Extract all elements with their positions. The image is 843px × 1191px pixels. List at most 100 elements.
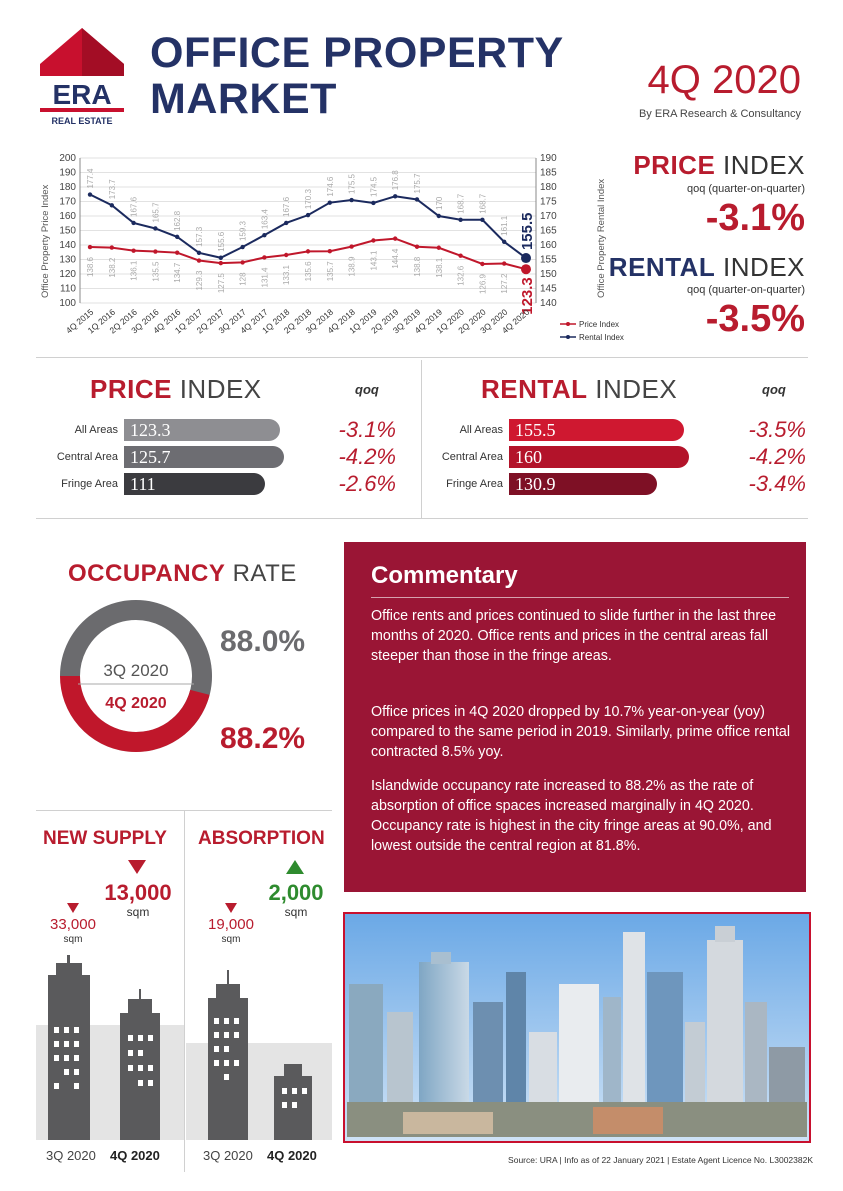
price-index-subtitle: qoq (quarter-on-quarter) [686, 183, 805, 195]
data-label: 170.3 [304, 189, 313, 210]
index-bar: 160 [509, 446, 690, 468]
data-label: 168.7 [478, 193, 487, 214]
data-label-highlight: 155.5 [519, 213, 536, 251]
divider [36, 518, 808, 519]
data-label: 133.1 [282, 264, 291, 285]
logo-subtext: REAL ESTATE [51, 116, 112, 126]
data-point [109, 203, 115, 208]
quarter-label: 4Q 2020 [647, 58, 801, 102]
data-point [131, 220, 136, 226]
y-tick-right: 145 [540, 284, 557, 295]
data-label: 127.5 [217, 273, 226, 294]
rental-index-subtitle: qoq (quarter-on-quarter) [686, 284, 805, 296]
data-label: 138.6 [86, 256, 95, 277]
data-point [153, 249, 158, 254]
data-label: 170 [435, 196, 444, 210]
data-label: 134.7 [173, 262, 182, 283]
rental-index-value: -3.5% [705, 298, 805, 340]
price-qoq-header: qoq [355, 382, 379, 397]
y-tick-left: 200 [59, 153, 76, 164]
data-point [175, 234, 180, 240]
up-arrow-icon [286, 860, 304, 874]
index-bar: 130.9 [509, 473, 657, 495]
data-label: 138.8 [413, 256, 422, 277]
data-label: 175.5 [348, 173, 357, 194]
data-point [349, 244, 354, 249]
occupancy-prev-label: 3Q 2020 [103, 661, 168, 680]
y-tick-right: 155 [540, 255, 557, 266]
occupancy-title: OCCUPANCY RATE [68, 560, 297, 587]
y-tick-left: 140 [59, 240, 76, 251]
absorption-curr-unit: sqm [284, 905, 308, 919]
data-point [436, 213, 441, 219]
data-point [305, 212, 311, 218]
rental-qoq-header: qoq [762, 382, 786, 397]
data-label: 174.6 [326, 176, 335, 197]
bar-label: All Areas [74, 424, 118, 436]
y-tick-left: 110 [60, 284, 76, 295]
y-tick-right: 175 [540, 197, 557, 208]
data-point [371, 200, 376, 206]
bar-label: All Areas [459, 424, 503, 436]
data-point [262, 232, 267, 238]
data-point [284, 252, 289, 258]
absorption-prev-unit: sqm [221, 934, 241, 945]
y-tick-right: 190 [540, 153, 557, 164]
data-label: 136.1 [130, 260, 139, 281]
data-label: 167.6 [282, 196, 291, 217]
data-point [458, 253, 463, 258]
data-point [502, 239, 507, 245]
y-axis-label-left: Office Property Price Index [40, 184, 51, 298]
data-point [109, 245, 115, 250]
data-point [393, 236, 398, 241]
y-tick-left: 170 [59, 197, 76, 208]
y-tick-right: 185 [540, 168, 557, 179]
y-tick-right: 140 [540, 298, 557, 309]
data-label-highlight: 123.3 [519, 277, 536, 315]
data-label: 174.5 [369, 176, 378, 197]
data-point [327, 249, 332, 254]
data-point [414, 244, 420, 249]
occupancy-curr-arc [60, 675, 210, 752]
index-line-chart: 100 110 120 130 140 150 160 170 180 190 200 140 145 1… [40, 153, 624, 342]
y-tick-left: 160 [59, 211, 76, 222]
y-axis-label-right: Office Property Rental Index [596, 179, 607, 298]
data-label: 165.7 [151, 202, 160, 223]
data-label: 129.3 [195, 270, 204, 291]
data-point [327, 200, 332, 205]
data-point [218, 255, 223, 260]
data-label: 138.9 [348, 256, 357, 277]
divider [184, 810, 185, 1172]
data-label: 159.3 [239, 220, 248, 241]
svg-text:ERA: ERA [52, 79, 111, 110]
absorption-prev-caption: 3Q 2020 [203, 1148, 253, 1163]
data-label: 127.2 [500, 273, 509, 294]
price-index-value: -3.1% [705, 197, 805, 239]
data-point [240, 244, 245, 250]
commentary-paragraph-1: Office rents and prices continued to sli… [371, 608, 777, 664]
data-label: 135.7 [326, 261, 335, 282]
era-logo: ERA REAL ESTATE [40, 24, 124, 128]
rental-bars-title: RENTAL INDEX [481, 374, 678, 404]
new-supply-curr-caption: 4Q 2020 [110, 1148, 160, 1163]
data-point [521, 253, 531, 264]
data-point [262, 255, 267, 260]
data-point [153, 226, 158, 231]
legend-price-index: Price Index [579, 320, 619, 329]
commentary-title: Commentary [371, 562, 518, 589]
rental-index-heading: RENTAL INDEX [608, 252, 805, 282]
y-tick-left: 100 [59, 298, 76, 309]
data-point [196, 250, 202, 256]
commentary-rule [371, 597, 789, 598]
data-label: 173.7 [108, 179, 117, 200]
data-label: 138.1 [435, 257, 444, 278]
data-point [240, 260, 245, 265]
data-point [284, 220, 289, 226]
down-arrow-icon [128, 860, 146, 874]
new-supply-prev-unit: sqm [63, 934, 83, 945]
data-label: 128 [239, 272, 248, 286]
index-bar: 123.3 [124, 419, 281, 441]
data-point [393, 194, 398, 199]
data-label: 138.2 [108, 257, 117, 278]
new-supply-curr-unit: sqm [126, 905, 150, 919]
